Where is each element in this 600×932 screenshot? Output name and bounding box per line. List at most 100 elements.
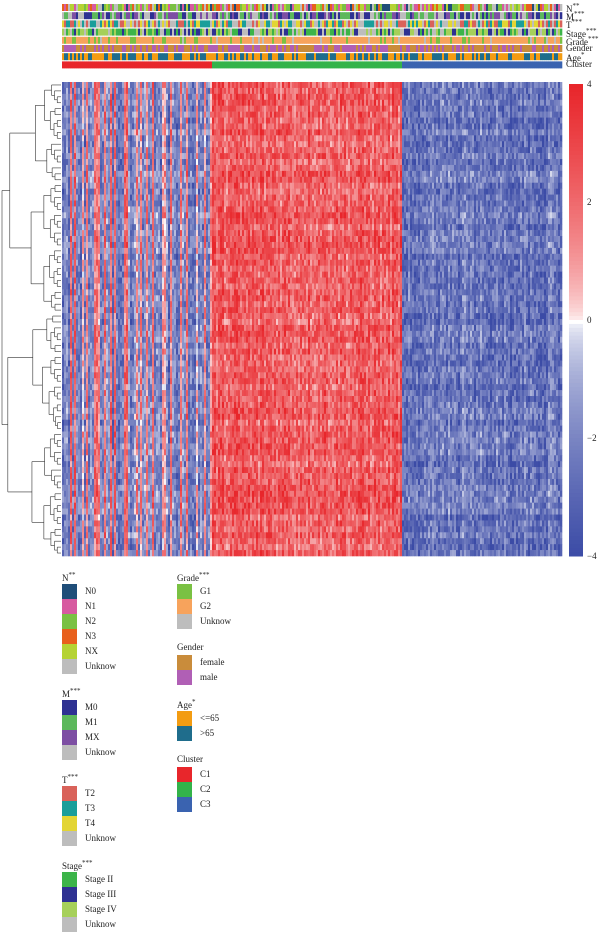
heatmap-cell bbox=[542, 105, 545, 112]
heatmap-cell bbox=[84, 123, 87, 130]
track-grade-cell bbox=[124, 36, 127, 44]
heatmap-cell bbox=[86, 123, 89, 130]
heatmap-cell bbox=[392, 129, 395, 136]
track-stage-cell bbox=[400, 28, 403, 36]
track-m-cell bbox=[386, 12, 389, 20]
heatmap-cell bbox=[432, 105, 435, 112]
track-age-cell bbox=[360, 53, 363, 61]
track-cluster-cell bbox=[342, 61, 345, 69]
heatmap-cell bbox=[526, 99, 529, 106]
heatmap-cell bbox=[514, 87, 517, 95]
heatmap-cell bbox=[214, 141, 217, 148]
heatmap-cell bbox=[336, 135, 339, 142]
heatmap-cell bbox=[422, 129, 425, 136]
heatmap-cell bbox=[252, 87, 255, 95]
heatmap-cell bbox=[160, 147, 163, 154]
track-grade-cell bbox=[456, 36, 459, 44]
track-n-cell bbox=[132, 4, 135, 11]
track-grade-cell bbox=[370, 36, 373, 44]
heatmap-cell bbox=[472, 135, 475, 142]
heatmap-cell bbox=[398, 135, 401, 142]
heatmap-cell bbox=[108, 99, 111, 106]
heatmap-cell bbox=[216, 117, 219, 124]
heatmap-cell bbox=[442, 111, 445, 118]
heatmap-cell bbox=[184, 93, 187, 101]
track-n-cell bbox=[420, 4, 423, 11]
track-cluster-cell bbox=[168, 61, 171, 69]
track-m-cell bbox=[182, 12, 185, 20]
heatmap-cell bbox=[418, 82, 421, 89]
track-cluster-cell bbox=[92, 61, 95, 69]
track-t-cell bbox=[370, 20, 373, 28]
track-gender-cell bbox=[198, 45, 201, 52]
track-stage-cell bbox=[224, 28, 227, 36]
heatmap-cell bbox=[488, 135, 491, 142]
heatmap-cell bbox=[426, 99, 429, 106]
track-age-cell bbox=[62, 53, 65, 61]
track-stage-cell bbox=[364, 28, 367, 36]
heatmap-cell bbox=[352, 129, 355, 136]
heatmap-cell bbox=[524, 123, 527, 130]
heatmap-cell bbox=[516, 99, 519, 106]
track-stage-cell bbox=[406, 28, 409, 36]
heatmap-cell bbox=[522, 135, 525, 142]
track-t-cell bbox=[208, 20, 211, 28]
track-cluster-cell bbox=[208, 61, 211, 69]
heatmap-cell bbox=[428, 99, 431, 106]
heatmap-cell bbox=[490, 111, 493, 118]
heatmap-cell bbox=[522, 147, 525, 154]
heatmap-cell bbox=[292, 135, 295, 142]
heatmap-cell bbox=[384, 141, 387, 148]
heatmap-cell bbox=[556, 105, 559, 112]
track-age-cell bbox=[200, 53, 203, 61]
track-cluster-cell bbox=[74, 61, 77, 69]
heatmap-cell bbox=[422, 99, 425, 106]
heatmap-cell bbox=[142, 141, 145, 148]
heatmap-cell bbox=[190, 117, 193, 124]
heatmap-cell bbox=[160, 105, 163, 112]
track-m-cell bbox=[536, 12, 539, 20]
track-stage-cell bbox=[86, 28, 89, 36]
track-m-cell bbox=[76, 12, 79, 20]
heatmap-cell bbox=[268, 141, 271, 148]
heatmap-cell bbox=[214, 123, 217, 130]
track-m-cell bbox=[96, 12, 99, 20]
heatmap-cell bbox=[114, 82, 117, 89]
heatmap-cell bbox=[112, 105, 115, 112]
track-stage-cell bbox=[394, 28, 397, 36]
track-stage-cell bbox=[404, 28, 407, 36]
heatmap-cell bbox=[290, 135, 293, 142]
heatmap-cell bbox=[266, 111, 269, 118]
heatmap-cell bbox=[176, 99, 179, 106]
heatmap-cell bbox=[502, 141, 505, 148]
track-cluster-cell bbox=[244, 61, 247, 69]
track-m-cell bbox=[122, 12, 125, 20]
heatmap-cell bbox=[488, 99, 491, 106]
heatmap-cell bbox=[510, 147, 513, 154]
track-stage-cell bbox=[320, 28, 323, 36]
heatmap-cell bbox=[100, 111, 103, 118]
heatmap-cell bbox=[476, 93, 479, 101]
heatmap-cell bbox=[496, 123, 499, 130]
heatmap-cell bbox=[436, 123, 439, 130]
track-cluster-cell bbox=[506, 61, 509, 69]
track-grade-cell bbox=[306, 36, 309, 44]
track-age-cell bbox=[422, 53, 425, 61]
track-cluster-cell bbox=[542, 61, 545, 69]
heatmap-cell bbox=[168, 117, 171, 124]
heatmap-cell bbox=[114, 141, 117, 148]
heatmap-cell bbox=[348, 82, 351, 89]
heatmap-cell bbox=[494, 99, 497, 106]
heatmap-cell bbox=[556, 93, 559, 101]
track-t-cell bbox=[142, 20, 145, 28]
heatmap-cell bbox=[376, 117, 379, 124]
heatmap-cell bbox=[214, 117, 217, 124]
track-age-cell bbox=[184, 53, 187, 61]
heatmap-cell bbox=[394, 99, 397, 106]
heatmap-cell bbox=[254, 87, 257, 95]
track-stage-cell bbox=[482, 28, 485, 36]
track-n-cell bbox=[374, 4, 377, 11]
heatmap-cell bbox=[440, 141, 443, 148]
track-age-cell bbox=[390, 53, 393, 61]
heatmap-cell bbox=[220, 82, 223, 89]
